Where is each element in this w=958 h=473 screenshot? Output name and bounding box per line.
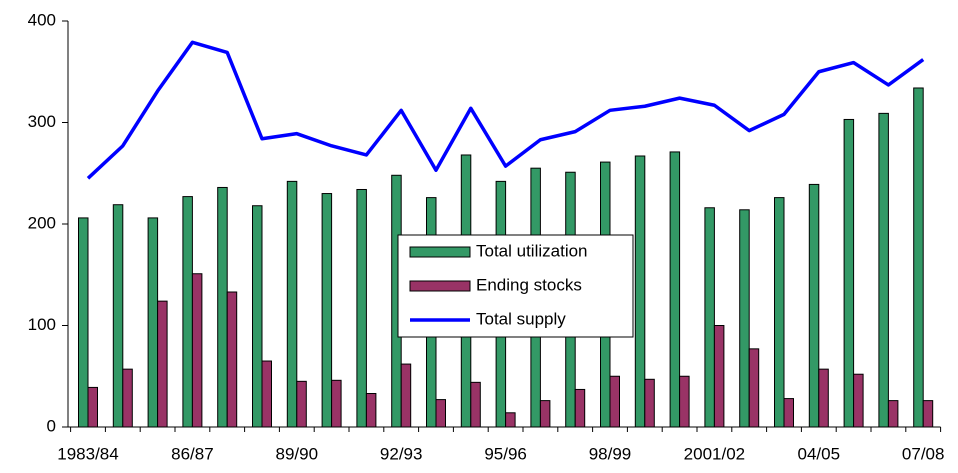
- x-tick-label: 98/99: [589, 444, 632, 463]
- bar: [286, 180, 298, 428]
- x-tick-label: 89/90: [276, 444, 319, 463]
- x-tick-label: 2001/02: [684, 444, 745, 463]
- x-tick-label: 1983/84: [57, 444, 118, 463]
- bar: [78, 217, 89, 428]
- legend-swatch: [409, 280, 471, 292]
- x-tick-label: 86/87: [171, 444, 214, 463]
- bar: [217, 186, 228, 428]
- bar: [87, 386, 98, 428]
- bar: [913, 87, 924, 428]
- bar: [252, 205, 263, 428]
- bar: [818, 368, 829, 428]
- x-tick-label: 92/93: [380, 444, 423, 463]
- bar: [634, 155, 646, 428]
- x-tick-label: 95/96: [484, 444, 527, 463]
- line: [86, 40, 925, 180]
- y-tick-label: 100: [28, 315, 56, 334]
- bar: [887, 400, 899, 428]
- bar: [853, 373, 864, 428]
- bar: [574, 388, 586, 428]
- bar: [356, 188, 367, 428]
- bar: [400, 363, 412, 428]
- bar: [679, 375, 690, 428]
- bar: [843, 118, 855, 428]
- bar: [331, 379, 342, 428]
- bar: [505, 412, 516, 428]
- x-tick-label: 07/08: [902, 444, 945, 463]
- bar: [609, 375, 620, 428]
- legend-label: Total supply: [476, 309, 566, 328]
- bar: [922, 400, 934, 428]
- bar: [878, 112, 889, 428]
- bar: [713, 325, 725, 428]
- bar: [774, 197, 785, 428]
- bar: [157, 300, 168, 428]
- bar: [808, 183, 820, 428]
- bar: [539, 400, 551, 428]
- bar: [122, 368, 133, 428]
- bar: [470, 381, 481, 428]
- y-tick-label: 200: [28, 213, 56, 232]
- bar: [261, 360, 272, 428]
- y-tick-label: 400: [28, 10, 56, 29]
- bar: [191, 273, 203, 428]
- bar: [296, 380, 307, 428]
- bar: [365, 393, 377, 428]
- legend-swatch: [409, 246, 471, 258]
- bar: [739, 209, 750, 428]
- bar: [112, 204, 124, 428]
- legend-label: Total utilization: [476, 241, 588, 260]
- bar: [644, 378, 655, 428]
- bar: [669, 151, 681, 428]
- bar: [182, 196, 193, 428]
- bar: [321, 193, 333, 428]
- bar: [783, 398, 794, 428]
- bar: [435, 399, 446, 428]
- bar: [748, 348, 760, 428]
- bar: [226, 291, 238, 428]
- x-tick-label: 04/05: [798, 444, 841, 463]
- bar: [704, 207, 715, 428]
- y-tick-label: 0: [47, 416, 56, 435]
- legend-label: Ending stocks: [476, 275, 582, 294]
- y-tick-label: 300: [28, 112, 56, 131]
- bar: [147, 217, 159, 428]
